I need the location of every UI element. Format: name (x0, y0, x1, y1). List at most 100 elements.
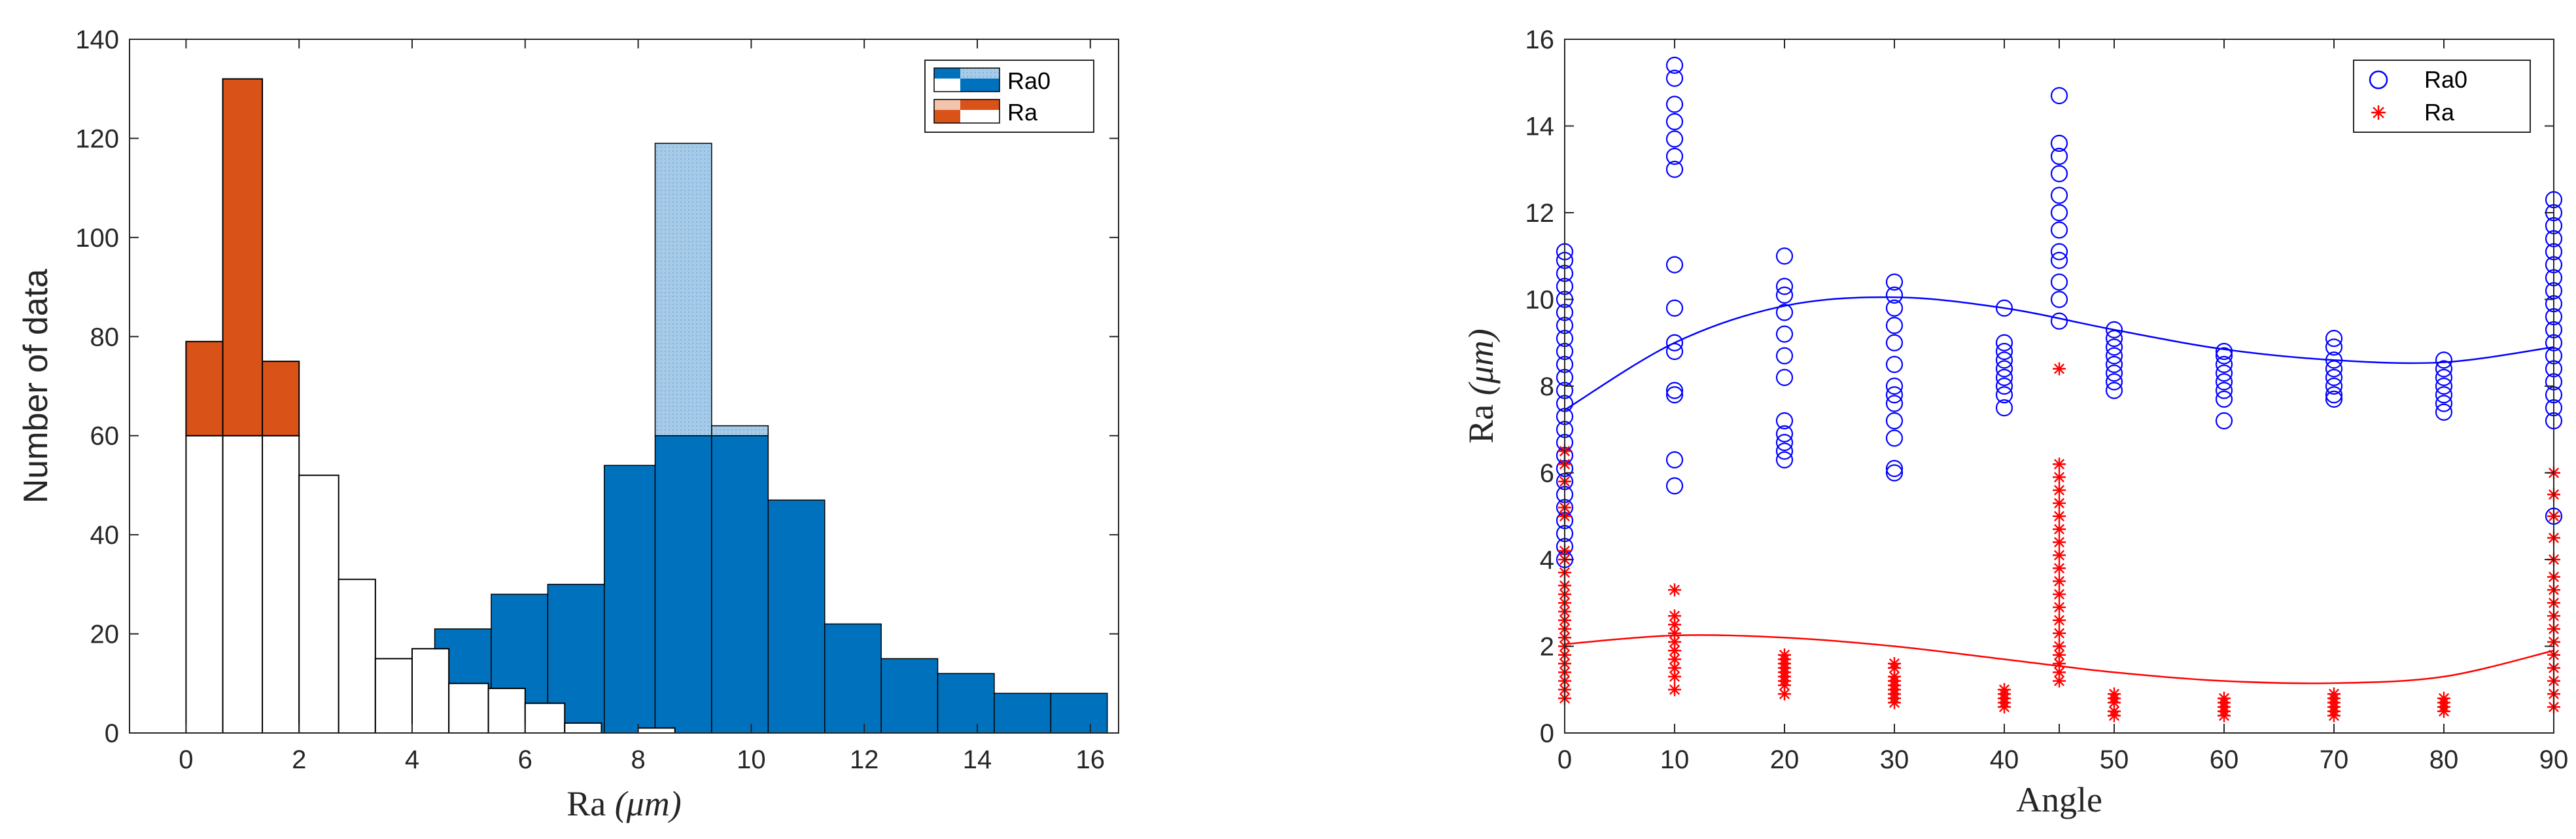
point-ra (2437, 692, 2450, 705)
bar-ra0 (994, 692, 1052, 734)
point-ra0 (2435, 368, 2453, 386)
point-ra0 (1885, 334, 1904, 351)
point-ra (2053, 457, 2066, 471)
point-ra0 (1775, 286, 1794, 304)
point-ra (2053, 496, 2066, 510)
point-ra0 (2325, 330, 2343, 348)
legend-label-ra: Ra (2424, 99, 2455, 126)
point-ra0 (2050, 87, 2068, 105)
bar-ra (222, 78, 264, 734)
point-ra (2218, 692, 2231, 705)
bar-ra0 (880, 658, 939, 734)
point-ra0 (2050, 187, 2068, 204)
point-ra0 (2435, 360, 2453, 378)
x-tick-label: 8 (631, 745, 645, 774)
bar-ra (338, 579, 376, 734)
point-ra0 (2435, 386, 2453, 404)
point-ra0 (1995, 342, 2013, 361)
point-ra (2053, 639, 2066, 653)
point-ra0 (2215, 373, 2233, 391)
x-tick-label: 6 (518, 745, 532, 774)
point-ra0 (2050, 221, 2068, 239)
y-tick-label: 80 (90, 323, 120, 351)
point-ra (2053, 626, 2066, 640)
point-ra0 (2435, 377, 2453, 395)
scatter-legend: Ra0 Ra (2353, 60, 2531, 133)
y-tick-label: 60 (90, 422, 120, 451)
point-ra (2053, 484, 2066, 497)
histogram-panel: 0 2 4 6 8 10 12 14 16 0 20 40 60 80 100 120 140 Number … (17, 26, 1119, 823)
point-ra0 (1885, 459, 1904, 477)
bar-ra0 (604, 465, 656, 734)
scatter-x-axis-label: Angle (2016, 780, 2102, 819)
legend-label-ra: Ra (1007, 99, 1038, 126)
point-ra (1668, 618, 1681, 632)
point-ra0 (1665, 256, 1684, 274)
point-ra0 (1665, 160, 1684, 178)
point-ra0 (1775, 277, 1794, 295)
point-ra (1668, 583, 1681, 597)
point-ra0 (1995, 360, 2013, 378)
bar-ra (524, 702, 566, 734)
bar-ra (637, 727, 676, 734)
legend-swatch-ra0 (933, 67, 1000, 92)
point-ra0 (1775, 425, 1794, 442)
y-tick-label: 0 (1540, 719, 1554, 748)
bar-ra0 (824, 623, 882, 734)
point-ra (2053, 535, 2066, 549)
point-ra0 (1775, 347, 1794, 365)
point-ra0 (2325, 360, 2343, 378)
point-ra0 (1665, 451, 1684, 469)
point-ra0 (1885, 299, 1904, 317)
point-ra0 (1665, 477, 1684, 495)
point-ra (1888, 657, 1901, 670)
point-ra0 (2215, 390, 2233, 408)
bar-ra (185, 340, 224, 734)
point-ra0 (1775, 451, 1794, 469)
legend-marker-ra (2371, 105, 2386, 120)
point-ra0 (1885, 377, 1904, 395)
x-tick-label: 20 (1770, 745, 1800, 774)
y-tick-label: 4 (1540, 546, 1554, 575)
point-ra0 (2215, 412, 2233, 430)
point-ra0 (2105, 347, 2123, 365)
point-ra (2053, 509, 2066, 523)
legend-label-ra0: Ra0 (2424, 66, 2467, 93)
point-ra0 (1995, 351, 2013, 369)
point-ra0 (1665, 113, 1684, 130)
x-tick-label: 10 (737, 745, 766, 774)
point-ra0 (1665, 382, 1684, 399)
point-ra (2053, 674, 2066, 688)
point-ra0 (2105, 330, 2123, 348)
y-tick-label: 16 (1525, 26, 1555, 54)
point-ra0 (2050, 312, 2068, 330)
bar-ra (374, 658, 413, 734)
point-ra0 (2215, 342, 2233, 361)
point-ra0 (2105, 373, 2123, 391)
point-ra0 (1775, 325, 1794, 343)
point-ra0 (1885, 286, 1904, 304)
point-ra0 (2105, 365, 2123, 382)
y-tick-label: 100 (75, 224, 119, 253)
x-tick-label: 50 (2100, 745, 2129, 774)
histogram-x-axis-label: Ra (μm) (566, 784, 682, 823)
point-ra0 (2215, 347, 2233, 365)
point-ra0 (2050, 147, 2068, 165)
point-ra0 (2215, 382, 2233, 399)
bar-ra (411, 648, 450, 734)
point-ra (2053, 588, 2066, 601)
point-ra0 (2325, 377, 2343, 395)
point-ra (2053, 575, 2066, 588)
point-ra (2053, 522, 2066, 536)
x-tick-label: 60 (2210, 745, 2239, 774)
bar-ra0 (767, 499, 826, 734)
point-ra0 (2325, 386, 2343, 404)
point-ra0 (2105, 338, 2123, 356)
point-ra0 (2105, 321, 2123, 338)
point-ra0 (2435, 395, 2453, 412)
x-tick-label: 0 (1558, 745, 1572, 774)
legend-label-ra0: Ra0 (1007, 67, 1051, 94)
x-tick-label: 2 (292, 745, 306, 774)
point-ra0 (1775, 412, 1794, 430)
